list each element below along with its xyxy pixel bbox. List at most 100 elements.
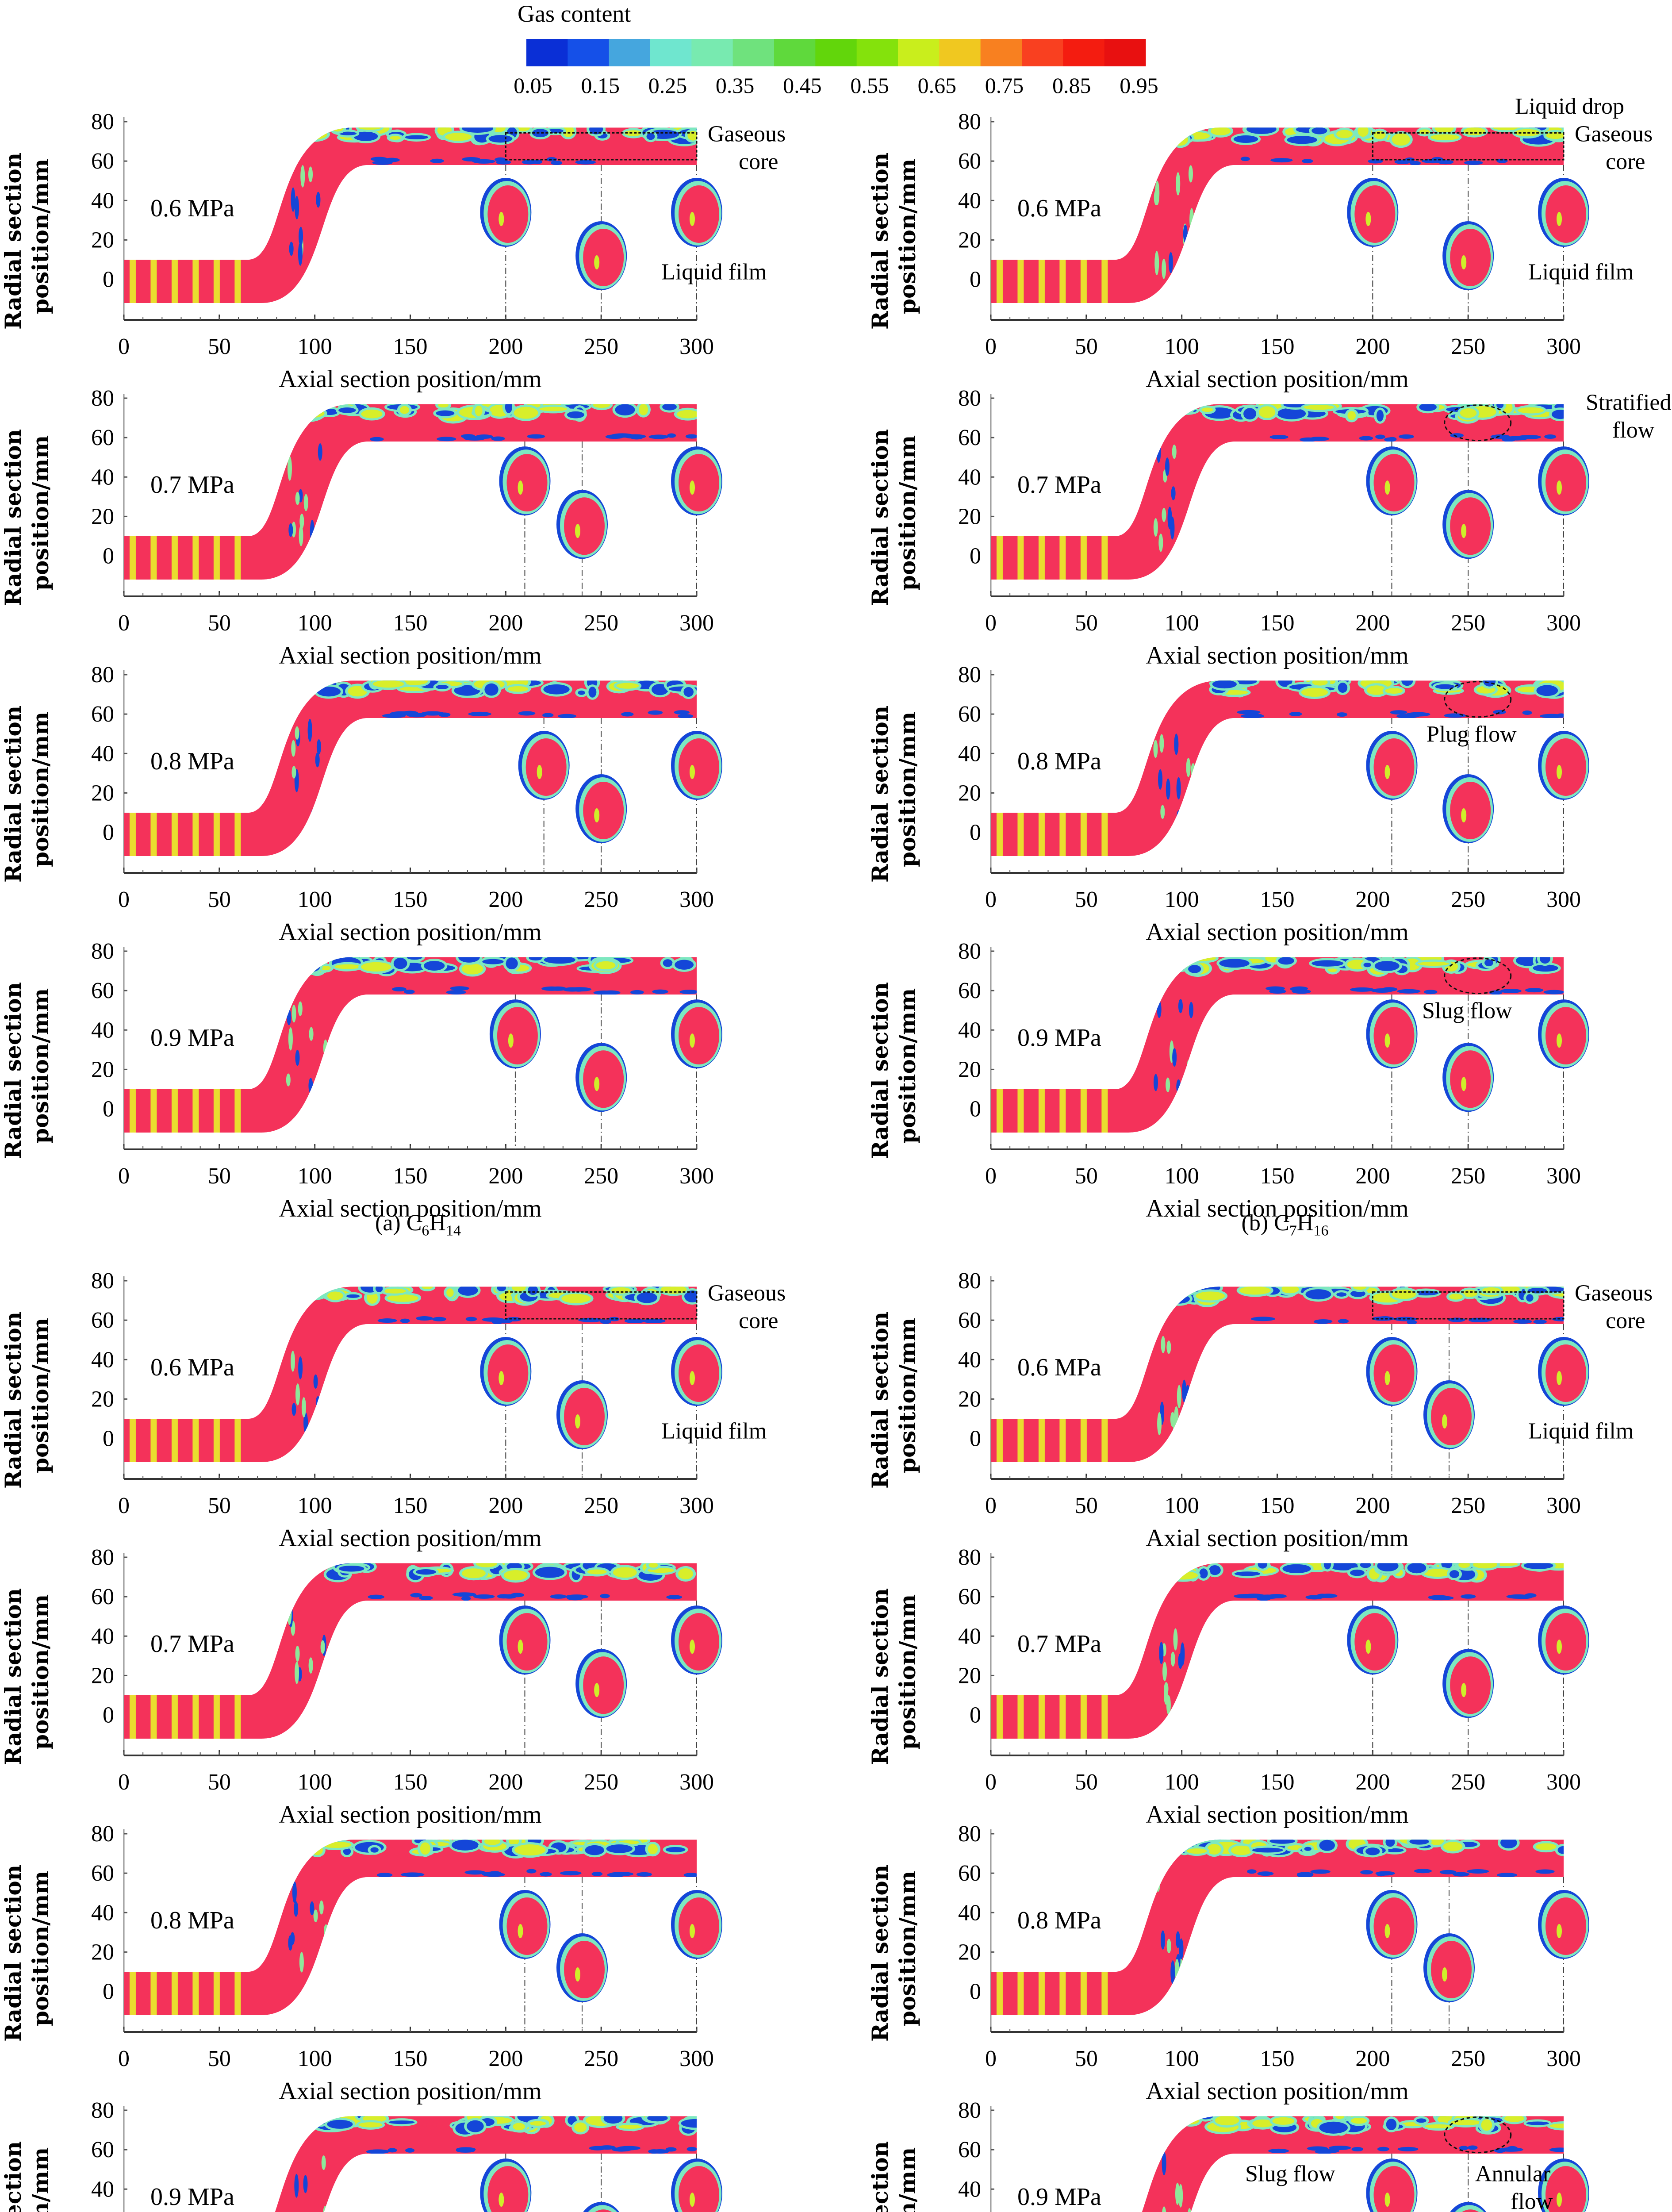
x-axis-label: Axial section position/mm (1146, 918, 1408, 946)
x-tick-label: 300 (1546, 334, 1581, 359)
y-tick-label: 80 (91, 109, 114, 134)
colorbar: Gas content 0.05 0.15 0.25 0.35 0.45 0.55 0.65… (509, 0, 1163, 102)
x-axis-label: Axial section position/mm (279, 918, 541, 946)
x-tick-label: 100 (298, 1493, 332, 1518)
cross-section-contour (671, 2158, 722, 2212)
y-tick-label: 80 (91, 939, 114, 964)
y-tick-label: 80 (958, 1268, 981, 1294)
flow-region-ellipse (1444, 404, 1512, 442)
x-tick-label: 250 (1451, 1770, 1485, 1795)
x-tick-label: 150 (393, 887, 428, 912)
x-tick-label: 100 (1165, 887, 1199, 912)
cross-section-contour (556, 1380, 608, 1450)
flow-annotation: core (1606, 149, 1645, 174)
x-tick-label: 0 (118, 334, 130, 359)
pressure-label: 0.9 MPa (150, 1024, 234, 1052)
x-axis-label: Axial section position/mm (1146, 1195, 1408, 1222)
x-tick-label: 200 (1355, 1493, 1390, 1518)
contour-panel-c-2: Radial section position/mm 0 50 100 150 200 250… (0, 1540, 836, 1828)
x-tick-label: 300 (679, 611, 714, 636)
contour-panel-b-4: Radial section position/mm 0 50 100 150 200 250… (867, 933, 1672, 1222)
contour-panel-d-1: Radial section position/mm 0 50 100 150 200 250… (867, 1263, 1672, 1552)
contour-panel-a-4: Radial section position/mm 0 50 100 150 200 250… (0, 933, 836, 1222)
x-tick-label: 200 (488, 1493, 523, 1518)
caption-part: (a) C (375, 1210, 422, 1236)
x-tick-label: 0 (118, 1493, 130, 1518)
x-tick-label: 50 (208, 2046, 231, 2071)
colorbar-swatch (856, 39, 898, 66)
flow-annotation: Liquid film (661, 1419, 767, 1444)
x-tick-label: 50 (208, 1164, 231, 1189)
x-tick-label: 200 (1355, 611, 1390, 636)
y-tick-label: 80 (91, 386, 114, 411)
cross-section-contour (489, 999, 541, 1069)
group-caption-a: (a) C6H14 (0, 1210, 836, 1239)
y-tick-label: 60 (91, 149, 114, 174)
x-tick-label: 150 (1260, 611, 1295, 636)
y-tick-label: 20 (91, 1386, 114, 1412)
cross-section-contour (1442, 490, 1494, 559)
colorbar-tick-label: 0.15 (581, 73, 620, 97)
y-tick-label: 40 (91, 465, 114, 490)
cross-section-contour (556, 490, 608, 559)
x-tick-label: 200 (1355, 1164, 1390, 1189)
x-tick-label: 200 (488, 1164, 523, 1189)
x-tick-label: 100 (298, 1770, 332, 1795)
y-tick-label: 60 (958, 978, 981, 1003)
cross-section-contour (1366, 446, 1418, 516)
y-tick-label: 80 (958, 939, 981, 964)
flow-annotation: Gaseous (708, 122, 786, 147)
caption-part: 7 (1289, 1222, 1297, 1239)
y-tick-label: 0 (970, 267, 981, 292)
y-tick-label: 60 (91, 1584, 114, 1609)
x-axis-label: Axial section position/mm (1146, 1801, 1408, 1828)
cross-section-contour (1442, 774, 1494, 844)
y-tick-label: 20 (958, 227, 981, 253)
x-tick-label: 100 (1165, 1770, 1199, 1795)
flow-annotation: Annular (1475, 2161, 1550, 2186)
x-tick-label: 150 (1260, 887, 1295, 912)
x-tick-label: 200 (1355, 1770, 1390, 1795)
contour-panel-b-1: Radial section position/mm 0 50 100 150 200 250… (867, 94, 1672, 393)
x-tick-label: 50 (208, 1770, 231, 1795)
flow-annotation: Gaseous (1575, 1281, 1653, 1306)
flow-annotation: Slug flow (1422, 998, 1512, 1024)
x-axis-label: Axial section position/mm (279, 2078, 541, 2105)
colorbar-swatch (815, 39, 857, 66)
cross-section-contour (480, 1337, 532, 1406)
pressure-label: 0.8 MPa (150, 748, 234, 775)
x-tick-label: 200 (1355, 2046, 1390, 2071)
contour-panel-a-3: Radial section position/mm 0 50 100 150 200 250… (0, 657, 836, 946)
x-tick-label: 0 (118, 2046, 130, 2071)
x-tick-label: 50 (1075, 887, 1098, 912)
pipe-contour (124, 680, 697, 856)
x-tick-label: 50 (1075, 1164, 1098, 1189)
y-tick-label: 40 (958, 1018, 981, 1043)
cross-section-contour (671, 178, 722, 247)
x-tick-label: 50 (1075, 611, 1098, 636)
x-tick-label: 250 (1451, 334, 1485, 359)
x-tick-label: 100 (1165, 2046, 1199, 2071)
pipe-contour (991, 957, 1564, 1133)
flow-annotation: Stratified (1586, 390, 1672, 415)
y-tick-label: 80 (91, 1545, 114, 1570)
x-tick-label: 100 (1165, 611, 1199, 636)
y-tick-label: 0 (970, 1979, 981, 2005)
y-tick-label: 40 (958, 1624, 981, 1649)
pressure-label: 0.7 MPa (1017, 471, 1101, 499)
x-tick-label: 0 (118, 887, 130, 912)
y-tick-label: 80 (958, 1821, 981, 1847)
contour-panel-b-3: Radial section position/mm 0 50 100 150 200 250… (867, 657, 1672, 946)
x-tick-label: 0 (118, 1164, 130, 1189)
x-tick-label: 150 (1260, 2046, 1295, 2071)
flow-region-ellipse (1444, 957, 1512, 995)
y-tick-label: 20 (958, 1939, 981, 1965)
caption-part: 16 (1313, 1222, 1329, 1239)
colorbar-swatch (609, 39, 651, 66)
x-tick-label: 250 (584, 611, 618, 636)
